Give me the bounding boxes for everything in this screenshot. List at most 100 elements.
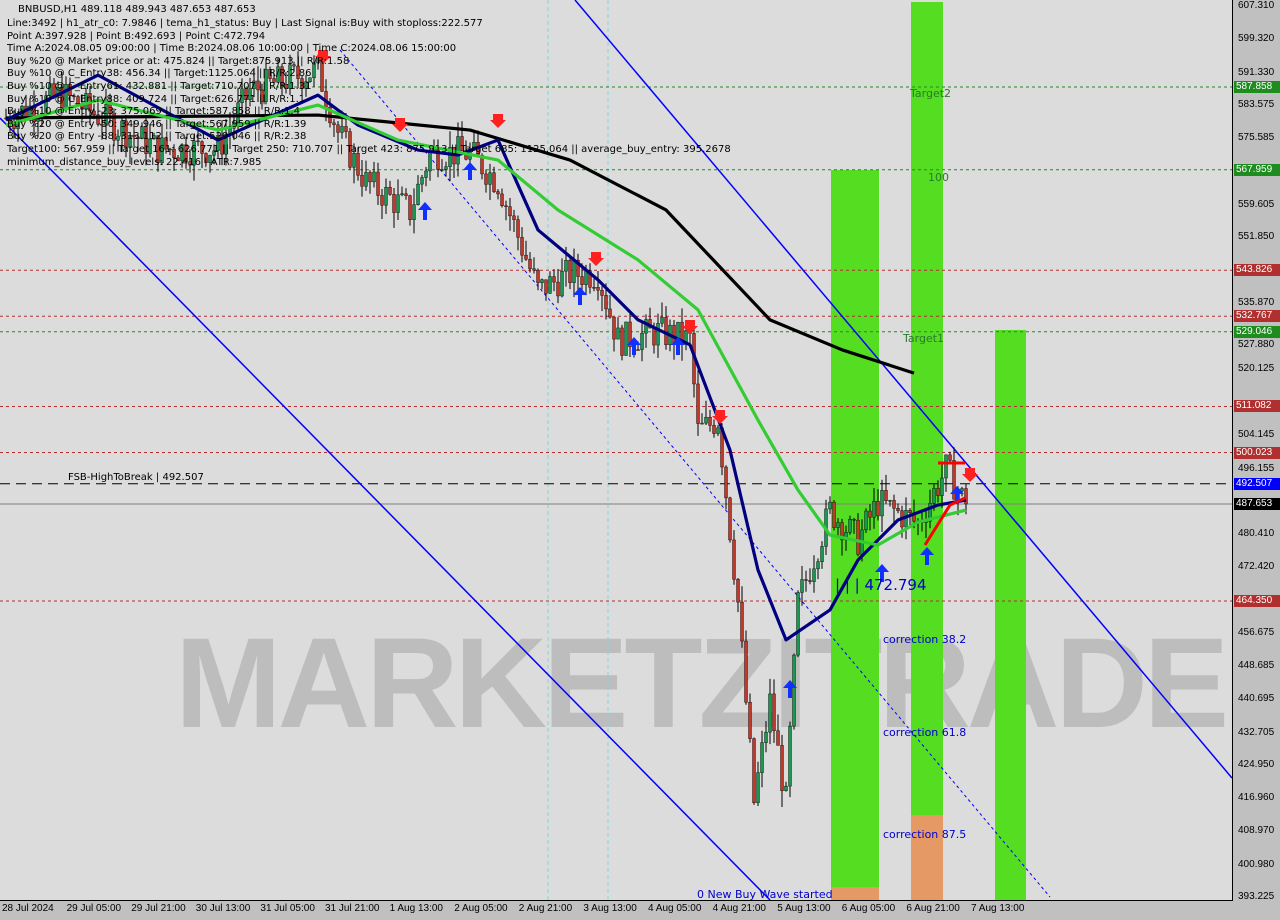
candle-body bbox=[700, 422, 704, 425]
info-line: Target100: 567.959 || Target 161: 626.77… bbox=[7, 144, 731, 155]
info-line: Buy %20 @ Market price or at: 475.824 ||… bbox=[7, 55, 350, 67]
x-tick-label: 4 Aug 21:00 bbox=[712, 903, 766, 914]
candle-body bbox=[620, 327, 624, 356]
candle-body bbox=[444, 166, 448, 170]
candle-body bbox=[532, 268, 536, 271]
x-tick-label: 6 Aug 21:00 bbox=[906, 903, 960, 914]
wave-line bbox=[923, 496, 966, 546]
chart-plot-area[interactable]: MARKETZITRADE bbox=[0, 0, 1233, 901]
candle-body bbox=[752, 738, 756, 803]
candle-body bbox=[132, 135, 136, 138]
info-line: Buy %10 @ Entry -23: 375.069 || Target:5… bbox=[7, 106, 300, 118]
candle-body bbox=[600, 289, 604, 296]
candle-body bbox=[164, 137, 168, 150]
point-c-label: | | | 472.794 bbox=[835, 576, 927, 594]
candle-body bbox=[504, 205, 508, 208]
candle-body bbox=[144, 126, 148, 154]
candle-body bbox=[152, 135, 156, 140]
candle-body bbox=[872, 501, 876, 518]
buy-arrow-icon bbox=[463, 162, 477, 180]
y-tick-label: 393.225 bbox=[1238, 891, 1275, 902]
candle-body bbox=[784, 785, 788, 791]
stop-zone bbox=[911, 815, 943, 900]
candle-body bbox=[220, 135, 224, 155]
candle-body bbox=[196, 140, 200, 143]
candle-body bbox=[816, 561, 820, 570]
sell-arrow-icon bbox=[682, 320, 698, 334]
candle-body bbox=[332, 122, 336, 126]
candle-body bbox=[804, 579, 808, 581]
y-tick-label: 496.155 bbox=[1238, 462, 1275, 474]
candle-body bbox=[596, 287, 600, 291]
candle-body bbox=[216, 135, 220, 152]
candle-body bbox=[640, 332, 644, 350]
candle-body bbox=[928, 503, 932, 522]
buy-arrow-icon bbox=[573, 287, 587, 305]
candle-body bbox=[560, 270, 564, 297]
candle-body bbox=[944, 454, 948, 479]
candle-body bbox=[704, 417, 708, 424]
buy-arrow-icon bbox=[950, 486, 964, 504]
candle-body bbox=[440, 169, 444, 171]
candle-body bbox=[264, 69, 268, 102]
info-line: Buy %10 @ C_Entry88: 409.724 || Target:6… bbox=[7, 93, 306, 105]
candle-body bbox=[372, 171, 376, 183]
price-level-label: 500.023 bbox=[1234, 446, 1280, 459]
candle-body bbox=[364, 172, 368, 187]
candle-body bbox=[424, 170, 428, 178]
price-level-label: 532.767 bbox=[1234, 310, 1280, 323]
candle-body bbox=[808, 580, 812, 582]
candle-body bbox=[564, 260, 568, 272]
info-line: Buy %20 @ Entry -88: 313.112 || Target:5… bbox=[7, 131, 307, 143]
candle-body bbox=[100, 124, 104, 126]
candle-body bbox=[612, 316, 616, 340]
candle-body bbox=[160, 137, 164, 163]
candle-body bbox=[508, 206, 512, 217]
x-tick-label: 28 Jul 2024 bbox=[2, 903, 54, 914]
candle-body bbox=[608, 308, 612, 318]
candle-body bbox=[308, 77, 312, 82]
candle-body bbox=[932, 488, 936, 504]
candle-body bbox=[348, 131, 352, 168]
candle-body bbox=[536, 269, 540, 283]
candle-body bbox=[312, 62, 316, 79]
candle-body bbox=[732, 539, 736, 580]
price-level-label: 543.826 bbox=[1234, 264, 1280, 277]
price-level-label: 567.959 bbox=[1234, 163, 1280, 176]
candle-body bbox=[368, 172, 372, 183]
candle-body bbox=[304, 81, 308, 89]
candle-body bbox=[828, 501, 832, 510]
correction-38-label: correction 38.2 bbox=[883, 633, 967, 646]
candle-body bbox=[812, 568, 816, 582]
candle-body bbox=[964, 488, 968, 505]
candle-body bbox=[884, 490, 888, 502]
candle-body bbox=[568, 260, 572, 283]
candle-body bbox=[256, 80, 260, 91]
buy-arrow-icon bbox=[418, 202, 432, 220]
candle-body bbox=[284, 84, 288, 89]
x-tick-label: 5 Aug 13:00 bbox=[777, 903, 831, 914]
sell-arrow-icon bbox=[588, 252, 604, 266]
trend-dotted-line bbox=[339, 49, 1051, 898]
buy-arrow-icon bbox=[920, 547, 934, 565]
candle-body bbox=[136, 136, 140, 139]
target2-label: Target2 bbox=[910, 87, 952, 100]
x-tick-label: 29 Jul 05:00 bbox=[66, 903, 122, 914]
target100-label: 100 bbox=[928, 171, 949, 184]
candle-body bbox=[236, 102, 240, 123]
candle-body bbox=[852, 519, 856, 521]
buy-arrow-icon bbox=[627, 337, 641, 355]
candle-body bbox=[484, 173, 488, 185]
y-tick-label: 551.850 bbox=[1238, 230, 1275, 242]
candle-body bbox=[788, 725, 792, 787]
candle-body bbox=[280, 66, 284, 85]
candle-body bbox=[848, 519, 852, 533]
y-tick-label: 504.145 bbox=[1238, 429, 1275, 441]
x-tick-label: 2 Aug 05:00 bbox=[454, 903, 508, 914]
candle-body bbox=[960, 488, 964, 492]
stop-zone bbox=[831, 887, 879, 900]
sell-arrow-icon bbox=[712, 410, 728, 424]
candle-body bbox=[276, 66, 280, 83]
candle-body bbox=[604, 295, 608, 310]
candle-body bbox=[728, 497, 732, 541]
